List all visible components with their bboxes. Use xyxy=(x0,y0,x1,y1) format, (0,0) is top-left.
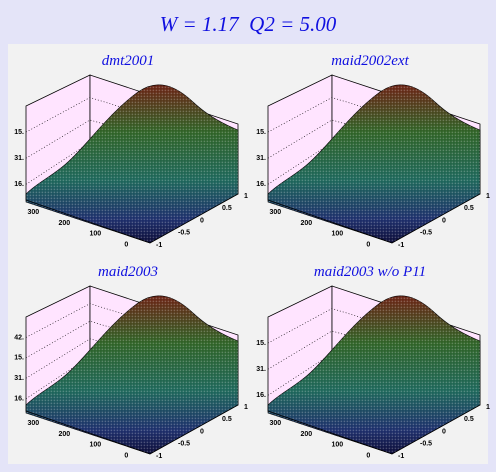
x-tick-label: 0 xyxy=(124,241,128,248)
y-tick-label: 0.5 xyxy=(222,205,232,212)
surface-mesh xyxy=(26,84,238,243)
grid-line xyxy=(267,97,481,144)
x-tick-label: 200 xyxy=(300,431,312,438)
y-tick-label: -1 xyxy=(156,453,162,460)
y-tick-label: 0 xyxy=(200,217,204,224)
z-tick-label: 16. xyxy=(256,392,266,399)
z-tick-label: 15. xyxy=(14,355,24,362)
z-tick-label: 16. xyxy=(256,181,266,188)
y-tick-label: 0.5 xyxy=(464,416,474,423)
y-tick-label: 0 xyxy=(442,428,446,435)
x-tick-label: 0 xyxy=(366,452,370,459)
z-tick-label: 16. xyxy=(14,396,24,403)
surface-mesh xyxy=(268,84,480,243)
y-tick-label: -0.5 xyxy=(178,441,190,448)
x-tick-label: 100 xyxy=(89,442,101,449)
z-tick-label: 15. xyxy=(256,340,266,347)
pad: maid2002ext 15. 31. 16. 300 200 100 0 -1 -0.5 0 0.5… xyxy=(256,53,490,249)
y-tick-label: 0 xyxy=(442,217,446,224)
grid-line xyxy=(267,308,481,355)
grid-line xyxy=(25,97,239,144)
grid-line xyxy=(25,320,239,366)
axis xyxy=(267,193,481,244)
x-tick-label: 100 xyxy=(89,231,101,238)
z-tick-label: 15. xyxy=(256,129,266,136)
y-tick-label: 1 xyxy=(486,404,490,411)
y-tick-label: 1 xyxy=(244,404,248,411)
x-tick-label: 300 xyxy=(27,420,39,427)
axis xyxy=(25,193,239,244)
y-tick-label: -1 xyxy=(398,242,404,249)
y-tick-label: -0.5 xyxy=(178,230,190,237)
pad-title: dmt2001 xyxy=(102,53,155,69)
main-title: W = 1.17 Q2 = 5.00 xyxy=(160,12,337,36)
x-tick-label: 200 xyxy=(58,220,70,227)
y-tick-label: 1 xyxy=(244,193,248,200)
pad: maid2003 w/o P11 15. 31. 16. 300 200 100 0 -1 -0.… xyxy=(256,264,490,460)
pad-title: maid2003 w/o P11 xyxy=(314,264,426,280)
y-tick-label: -0.5 xyxy=(420,230,432,237)
x-tick-label: 0 xyxy=(366,241,370,248)
surface-mesh xyxy=(26,295,238,454)
pad-title: maid2003 xyxy=(98,264,158,280)
z-tick-label: 15. xyxy=(14,129,24,136)
z-tick-label: 31. xyxy=(14,375,24,382)
pad: maid2003 42. 15. 31. 16. 300 200 100 0 -1 -0.5 0 0.5… xyxy=(14,264,248,460)
x-tick-label: 100 xyxy=(331,231,343,238)
x-tick-label: 300 xyxy=(27,209,39,216)
x-tick-label: 200 xyxy=(300,220,312,227)
z-tick-label: 16. xyxy=(14,181,24,188)
surface-mesh xyxy=(268,295,480,454)
y-tick-label: 1 xyxy=(486,193,490,200)
pad-title: maid2002ext xyxy=(331,53,409,69)
axis xyxy=(25,404,239,455)
x-tick-label: 200 xyxy=(58,431,70,438)
z-tick-label: 31. xyxy=(14,155,24,162)
z-tick-label: 31. xyxy=(256,155,266,162)
y-tick-label: 0 xyxy=(200,428,204,435)
z-tick-label: 31. xyxy=(256,366,266,373)
y-tick-label: -1 xyxy=(398,453,404,460)
x-tick-label: 300 xyxy=(269,209,281,216)
axis xyxy=(267,404,481,455)
y-tick-label: -1 xyxy=(156,242,162,249)
x-tick-label: 100 xyxy=(331,442,343,449)
pad: dmt2001 15. 31. 16. 300 200 100 0 -1 -0.5 0 0.5 1 xyxy=(14,53,248,249)
x-tick-label: 0 xyxy=(124,452,128,459)
x-tick-label: 300 xyxy=(269,420,281,427)
y-tick-label: 0.5 xyxy=(222,416,232,423)
y-tick-label: 0.5 xyxy=(464,205,474,212)
y-tick-label: -0.5 xyxy=(420,441,432,448)
z-tick-label: 42. xyxy=(14,334,24,341)
grid-line xyxy=(25,303,239,351)
